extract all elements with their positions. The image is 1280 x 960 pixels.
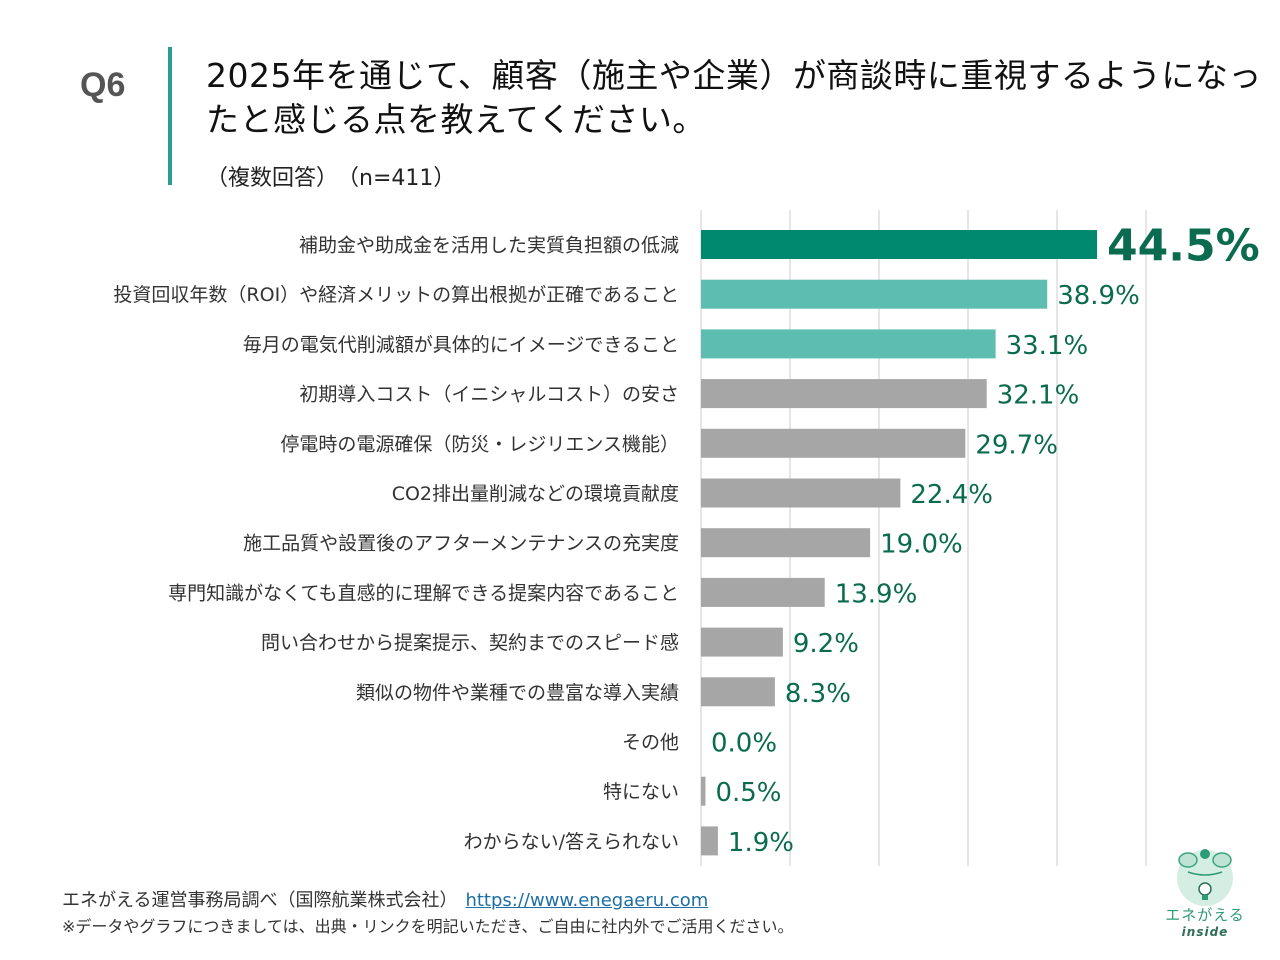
category-label: 専門知識がなくても直感的に理解できる提案内容であること	[168, 582, 679, 604]
value-label: 38.9%	[1057, 281, 1140, 311]
logo-name: エネがえる	[1165, 906, 1245, 924]
value-label: 9.2%	[793, 629, 859, 659]
sample-size: （n=411）	[348, 166, 456, 191]
category-label: 補助金や助成金を活用した実質負担額の低減	[299, 235, 679, 257]
value-label: 33.1%	[1006, 331, 1089, 361]
bar	[701, 677, 775, 707]
bar	[701, 627, 783, 657]
value-label: 29.7%	[975, 430, 1058, 460]
chart-subtitle: （複数回答） （n=411）	[206, 160, 465, 192]
value-label: 44.5%	[1107, 221, 1260, 272]
bar	[701, 826, 718, 856]
bar	[701, 478, 901, 508]
chart-title: 2025年を通じて、顧客（施主や企業）が商談時に重視するようになったと感じる点を…	[206, 56, 1262, 139]
category-label: 投資回収年数（ROI）や経済メリットの算出根拠が正確であること	[113, 284, 679, 306]
value-label: 8.3%	[785, 679, 851, 709]
value-label: 13.9%	[835, 579, 918, 609]
value-label: 22.4%	[910, 480, 993, 510]
category-label: 停電時の電源確保（防災・レジリエンス機能）	[280, 433, 679, 455]
category-label: CO2排出量削減などの環境貢献度	[392, 483, 679, 505]
accent-divider	[168, 47, 172, 185]
bar-chart: 補助金や助成金を活用した実質負担額の低減投資回収年数（ROI）や経済メリットの算…	[113, 210, 1260, 867]
bar	[701, 279, 1048, 309]
gridlines	[700, 210, 1147, 867]
value-label: 1.9%	[728, 828, 794, 858]
logo-icon	[1177, 849, 1233, 906]
value-label: 0.5%	[715, 778, 781, 808]
source-link[interactable]: https://www.enegaeru.com	[465, 890, 709, 911]
source-line: エネがえる運営事務局調べ（国際航業株式会社） https://www.enegae…	[62, 886, 708, 912]
category-label: その他	[622, 732, 679, 754]
usage-notice: ※データやグラフにつきましては、出典・リンクを明記いただき、ご自由に社内外でご活…	[62, 917, 794, 936]
bar	[701, 776, 706, 806]
bar	[701, 528, 871, 558]
category-label: 初期導入コスト（イニシャルコスト）の安さ	[299, 384, 679, 406]
category-label: 問い合わせから提案提示、契約までのスピード感	[261, 632, 679, 654]
value-labels: 44.5% 38.9% 33.1% 32.1% 29.7% 22.4% 19.0% 13.9%…	[711, 221, 1260, 858]
answer-type-note: （複数回答）	[206, 166, 339, 191]
value-label: 19.0%	[880, 530, 963, 560]
category-label: 施工品質や設置後のアフターメンテナンスの充実度	[243, 533, 679, 555]
category-labels: 補助金や助成金を活用した実質負担額の低減投資回収年数（ROI）や経済メリットの算…	[113, 235, 679, 853]
bars	[701, 230, 1098, 856]
category-label: 毎月の電気代削減額が具体的にイメージできること	[243, 334, 679, 356]
category-label: 類似の物件や業種での豊富な導入実績	[356, 682, 679, 704]
value-label: 0.0%	[711, 729, 777, 759]
bar	[701, 329, 996, 359]
source-text: エネがえる運営事務局調べ（国際航業株式会社）	[62, 890, 458, 911]
bar	[701, 577, 825, 607]
category-label: わからない/答えられない	[464, 831, 679, 853]
category-label: 特にない	[603, 781, 679, 803]
bar	[701, 428, 966, 458]
bar	[701, 379, 987, 409]
logo-sub: inside	[1181, 925, 1229, 939]
question-number: Q6	[80, 66, 126, 104]
bar	[701, 230, 1098, 259]
value-label: 32.1%	[997, 381, 1080, 411]
